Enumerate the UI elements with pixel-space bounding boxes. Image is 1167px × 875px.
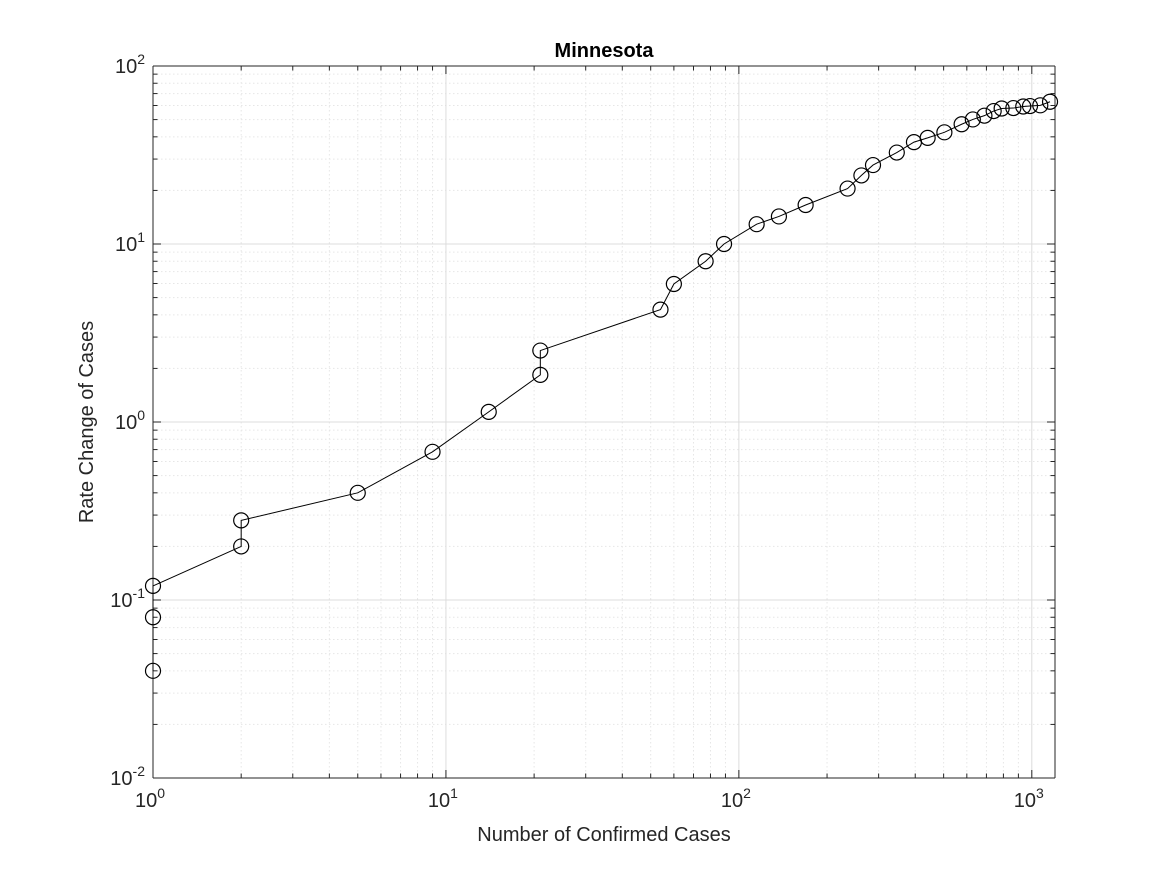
data-point-marker: [864, 156, 882, 174]
data-point-marker: [770, 208, 788, 225]
data-point-marker: [748, 216, 765, 233]
data-point-marker: [797, 196, 814, 214]
x-tick-exponent: 1: [450, 785, 458, 801]
y-tick-label: 10-2: [110, 763, 145, 790]
y-tick-label: 10-1: [110, 585, 145, 612]
data-point-marker: [424, 443, 441, 460]
data-point-marker: [144, 662, 162, 679]
data-point-marker: [985, 102, 1002, 120]
data-point-marker: [233, 538, 250, 555]
y-tick-base: 10: [110, 768, 132, 790]
y-tick-label: 102: [115, 51, 145, 78]
axis-ticks: [152, 65, 1055, 779]
y-tick-exponent: -1: [133, 585, 146, 601]
y-tick-exponent: 1: [137, 229, 145, 245]
series-line: [152, 101, 1051, 671]
data-point-marker: [976, 107, 993, 124]
data-point-marker: [532, 342, 549, 359]
data-point-marker: [839, 180, 856, 197]
data-point-marker: [964, 111, 981, 128]
y-tick-exponent: 2: [137, 51, 145, 67]
x-tick-label: 103: [1014, 785, 1044, 812]
data-point-marker: [144, 609, 162, 626]
data-point-marker: [652, 301, 669, 318]
x-tick-exponent: 0: [157, 785, 165, 801]
x-tick-base: 10: [1014, 790, 1036, 812]
data-point-marker: [888, 144, 905, 161]
x-tick-label: 100: [135, 785, 165, 812]
data-point-marker: [480, 403, 497, 420]
x-tick-exponent: 2: [743, 785, 751, 801]
x-tick-label: 102: [721, 785, 751, 812]
x-tick-base: 10: [428, 790, 450, 812]
y-tick-label: 100: [115, 407, 145, 434]
data-point-marker: [993, 100, 1010, 117]
data-point-marker: [853, 167, 870, 184]
data-point-marker: [919, 129, 936, 146]
data-point-marker: [1041, 93, 1059, 110]
y-tick-exponent: -2: [133, 763, 146, 779]
y-tick-base: 10: [115, 56, 137, 78]
data-point-marker: [532, 366, 549, 383]
x-tick-exponent: 3: [1036, 785, 1044, 801]
data-point-marker: [697, 253, 714, 270]
x-axis-label: Number of Confirmed Cases: [477, 824, 730, 846]
x-tick-base: 10: [135, 790, 157, 812]
data-point-marker: [953, 116, 970, 133]
y-tick-base: 10: [110, 590, 132, 612]
data-point-marker: [349, 484, 366, 501]
x-tick-label: 101: [428, 785, 458, 812]
data-point-marker: [936, 124, 953, 141]
chart-title: Minnesota: [555, 40, 655, 62]
data-point-marker: [1015, 98, 1032, 115]
y-axis-label: Rate Change of Cases: [76, 321, 98, 523]
x-tick-base: 10: [721, 790, 743, 812]
data-point-marker: [1005, 99, 1022, 117]
data-point-marker: [715, 235, 733, 253]
y-tick-exponent: 0: [137, 407, 145, 423]
data-point-marker: [1021, 97, 1039, 115]
data-point-marker: [144, 577, 162, 595]
y-tick-base: 10: [115, 234, 137, 256]
y-tick-base: 10: [115, 412, 137, 434]
data-point-marker: [665, 275, 682, 293]
data-series: [144, 93, 1059, 679]
data-point-marker: [233, 512, 250, 529]
y-tick-label: 101: [115, 229, 145, 256]
data-point-marker: [1032, 97, 1049, 114]
